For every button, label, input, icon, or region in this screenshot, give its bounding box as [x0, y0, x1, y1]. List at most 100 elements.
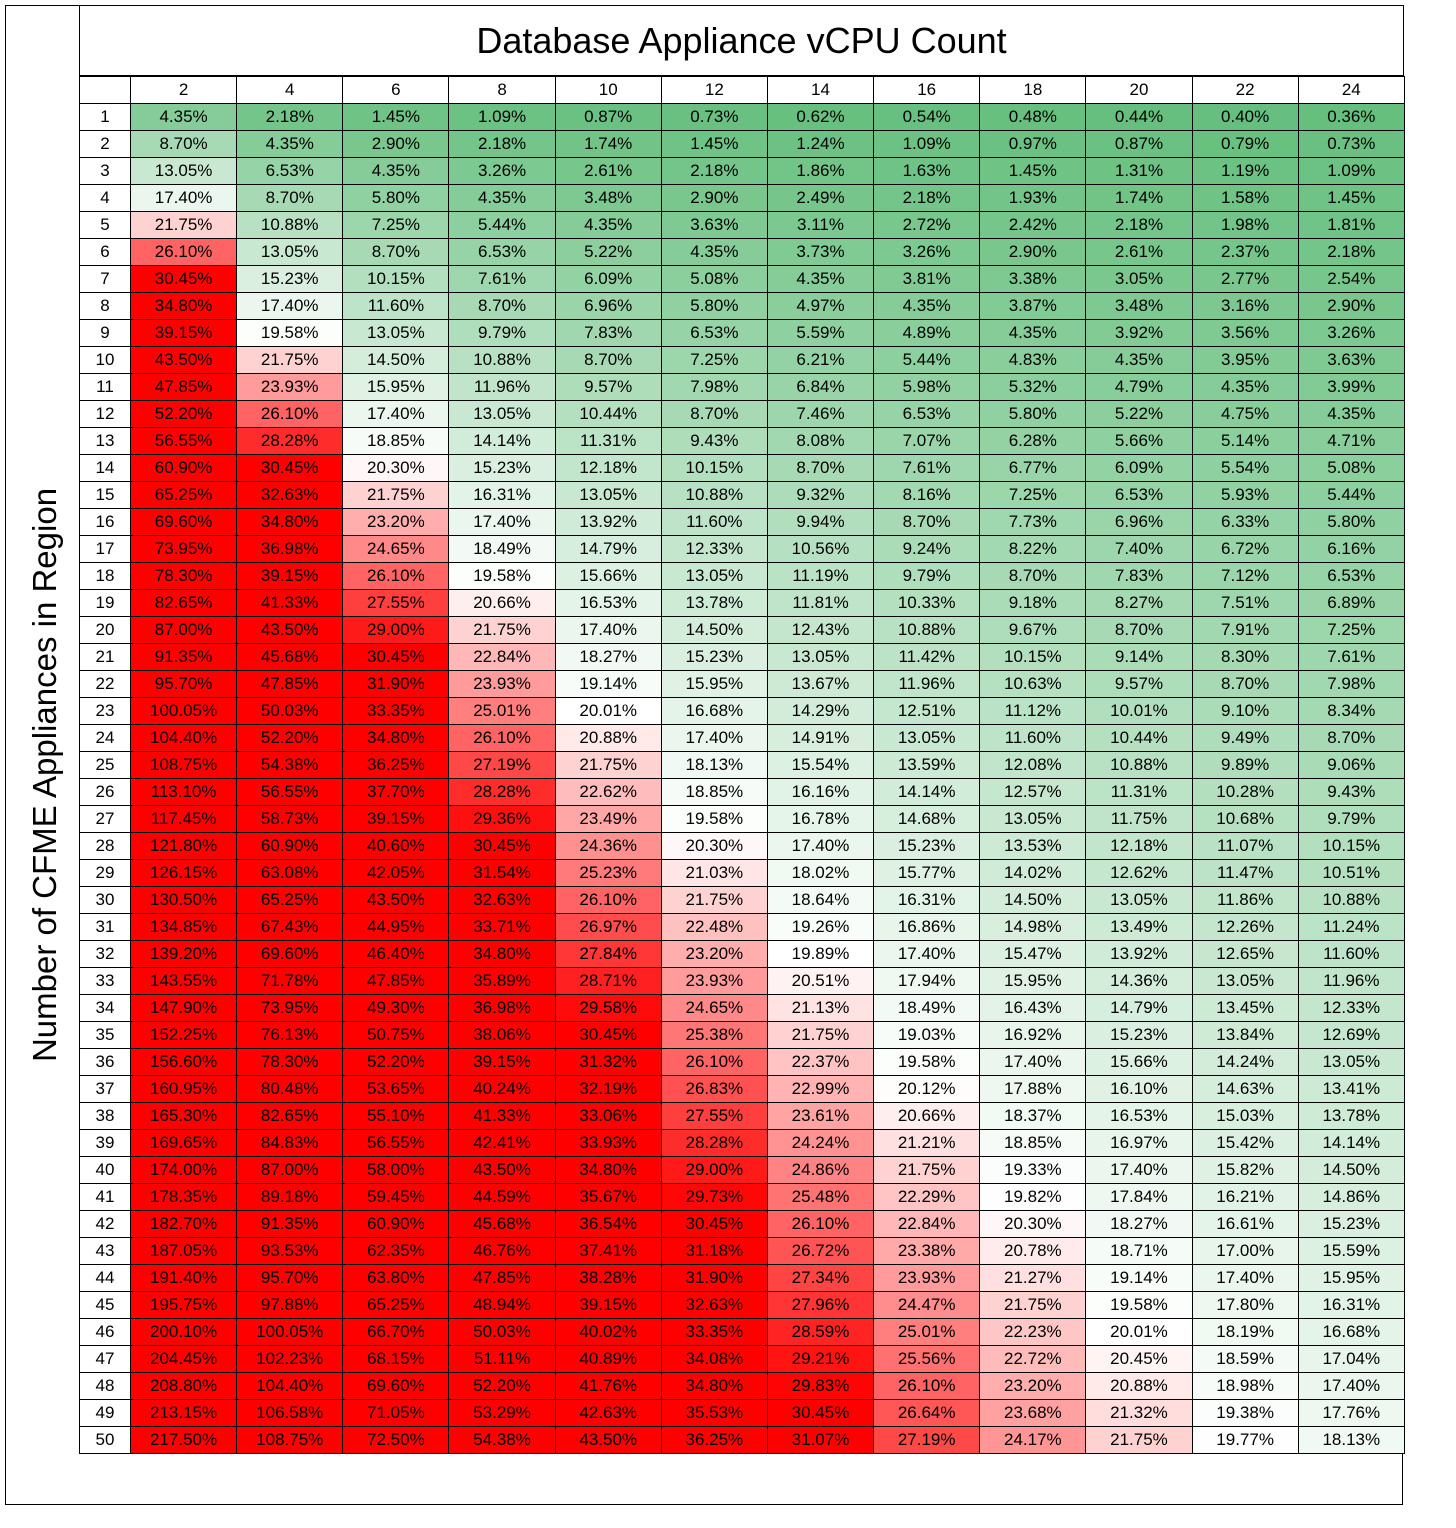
heatmap-cell: 17.40%: [1297, 1372, 1405, 1400]
heatmap-cell: 82.65%: [129, 589, 238, 617]
heatmap-cell: 8.70%: [873, 508, 981, 536]
heatmap-cell: 28.28%: [236, 427, 344, 455]
heatmap-cell: 28.28%: [448, 778, 556, 806]
heatmap-cell: 2.61%: [554, 157, 662, 185]
heatmap-cell: 1.81%: [1297, 211, 1405, 239]
heatmap-cell: 13.78%: [660, 589, 768, 617]
heatmap-cell: 45.68%: [448, 1210, 556, 1238]
heatmap-cell: 28.28%: [660, 1129, 768, 1157]
heatmap-cell: 2.72%: [873, 211, 981, 239]
heatmap-cell: 69.60%: [129, 508, 238, 536]
heatmap-cell: 20.30%: [342, 454, 450, 482]
heatmap-cell: 21.21%: [873, 1129, 981, 1157]
table-row: 44 191.40% 95.70% 63.80% 47.85% 38.28% 31.90% 2…: [79, 1264, 1405, 1292]
heatmap-cell: 20.30%: [660, 832, 768, 860]
heatmap-cell: 1.93%: [979, 184, 1087, 212]
heatmap-cell: 8.27%: [1085, 589, 1193, 617]
heatmap-cell: 5.80%: [1297, 508, 1405, 536]
heatmap-cell: 23.20%: [660, 940, 768, 968]
heatmap-cell: 0.36%: [1297, 103, 1405, 131]
heatmap-cell: 9.49%: [1191, 724, 1299, 752]
heatmap-cell: 204.45%: [129, 1345, 238, 1373]
heatmap-cell: 13.92%: [1085, 940, 1193, 968]
heatmap-cell: 15.59%: [1297, 1237, 1405, 1265]
table-row: 49 213.15% 106.58% 71.05% 53.29% 42.63% 35.53%…: [79, 1399, 1405, 1427]
heatmap-cell: 89.18%: [236, 1183, 344, 1211]
table-row: 10 43.50% 21.75% 14.50% 10.88% 8.70% 7.25% 6.21…: [79, 346, 1405, 374]
heatmap-cell: 9.57%: [554, 373, 662, 401]
heatmap-cell: 178.35%: [129, 1183, 238, 1211]
heatmap-cell: 19.58%: [448, 562, 556, 590]
heatmap-cell: 50.03%: [448, 1318, 556, 1346]
table-row: 33 143.55% 71.78% 47.85% 35.89% 28.71% 23.93% 2…: [79, 967, 1405, 995]
heatmap-cell: 43.50%: [554, 1426, 662, 1454]
heatmap-cell: 4.75%: [1191, 400, 1299, 428]
heatmap-cell: 21.75%: [766, 1021, 875, 1049]
heatmap-cell: 45.68%: [236, 643, 344, 671]
heatmap-cell: 25.01%: [448, 697, 556, 725]
heatmap-cell: 17.00%: [1191, 1237, 1299, 1265]
heatmap-cell: 6.89%: [1297, 589, 1405, 617]
heatmap-cell: 5.66%: [1085, 427, 1193, 455]
heatmap-cell: 4.35%: [979, 319, 1087, 347]
heatmap-cell: 9.79%: [873, 562, 981, 590]
heatmap-cell: 19.14%: [554, 670, 662, 698]
heatmap-cell: 18.37%: [979, 1102, 1087, 1130]
heatmap-cell: 6.53%: [1297, 562, 1405, 590]
heatmap-cell: 53.65%: [342, 1075, 450, 1103]
heatmap-cell: 19.89%: [766, 940, 875, 968]
heatmap-cell: 11.96%: [448, 373, 556, 401]
heatmap-cell: 19.14%: [1085, 1264, 1193, 1292]
row-header: 21: [79, 643, 131, 671]
heatmap-cell: 7.07%: [873, 427, 981, 455]
heatmap-cell: 24.17%: [979, 1426, 1087, 1454]
row-header: 25: [79, 751, 131, 779]
heatmap-cell: 56.55%: [129, 427, 238, 455]
heatmap-cell: 1.45%: [979, 157, 1087, 185]
table-row: 18 78.30% 39.15% 26.10% 19.58% 15.66% 13.05% 11…: [79, 562, 1405, 590]
heatmap-cell: 26.97%: [554, 913, 662, 941]
table-row: 45 195.75% 97.88% 65.25% 48.94% 39.15% 32.63% 2…: [79, 1291, 1405, 1319]
table-row: 21 91.35% 45.68% 30.45% 22.84% 18.27% 15.23% 13…: [79, 643, 1405, 671]
heatmap-cell: 3.99%: [1297, 373, 1405, 401]
heatmap-cell: 5.22%: [554, 238, 662, 266]
heatmap-cell: 12.33%: [660, 535, 768, 563]
heatmap-cell: 21.75%: [236, 346, 344, 374]
table-row: 11 47.85% 23.93% 15.95% 11.96% 9.57% 7.98% 6.84…: [79, 373, 1405, 401]
heatmap-cell: 7.46%: [766, 400, 875, 428]
table-row: 4 17.40% 8.70% 5.80% 4.35% 3.48% 2.90% 2.49% 2.1…: [79, 184, 1405, 212]
heatmap-cell: 13.05%: [1297, 1048, 1405, 1076]
table-row: 23 100.05% 50.03% 33.35% 25.01% 20.01% 16.68% 1…: [79, 697, 1405, 725]
heatmap-cell: 2.18%: [1297, 238, 1405, 266]
heatmap-cell: 17.84%: [1085, 1183, 1193, 1211]
heatmap-cell: 15.95%: [342, 373, 450, 401]
heatmap-cell: 19.77%: [1191, 1426, 1299, 1454]
row-header: 7: [79, 265, 131, 293]
heatmap-cell: 21.32%: [1085, 1399, 1193, 1427]
heatmap-cell: 34.80%: [129, 292, 238, 320]
heatmap-cell: 7.25%: [342, 211, 450, 239]
heatmap-cell: 8.70%: [342, 238, 450, 266]
heatmap-cell: 87.00%: [129, 616, 238, 644]
heatmap-cell: 18.02%: [766, 859, 875, 887]
heatmap-cell: 22.48%: [660, 913, 768, 941]
row-header: 19: [79, 589, 131, 617]
heatmap-cell: 9.94%: [766, 508, 875, 536]
heatmap-cell: 7.61%: [448, 265, 556, 293]
heatmap-cell: 21.75%: [873, 1156, 981, 1184]
heatmap-cell: 16.53%: [554, 589, 662, 617]
heatmap-cell: 65.25%: [342, 1291, 450, 1319]
table-row: 38 165.30% 82.65% 55.10% 41.33% 33.06% 27.55% 2…: [79, 1102, 1405, 1130]
heatmap-cell: 26.64%: [873, 1399, 981, 1427]
heatmap-cell: 8.70%: [236, 184, 344, 212]
heatmap-cell: 2.49%: [766, 184, 875, 212]
heatmap-cell: 13.53%: [979, 832, 1087, 860]
row-header: 20: [79, 616, 131, 644]
heatmap-cell: 1.09%: [448, 103, 556, 131]
heatmap-cell: 6.53%: [1085, 481, 1193, 509]
heatmap-cell: 6.96%: [1085, 508, 1193, 536]
heatmap-cell: 6.53%: [660, 319, 768, 347]
heatmap-cell: 3.16%: [1191, 292, 1299, 320]
heatmap-cell: 10.63%: [979, 670, 1087, 698]
heatmap-cell: 10.44%: [1085, 724, 1193, 752]
